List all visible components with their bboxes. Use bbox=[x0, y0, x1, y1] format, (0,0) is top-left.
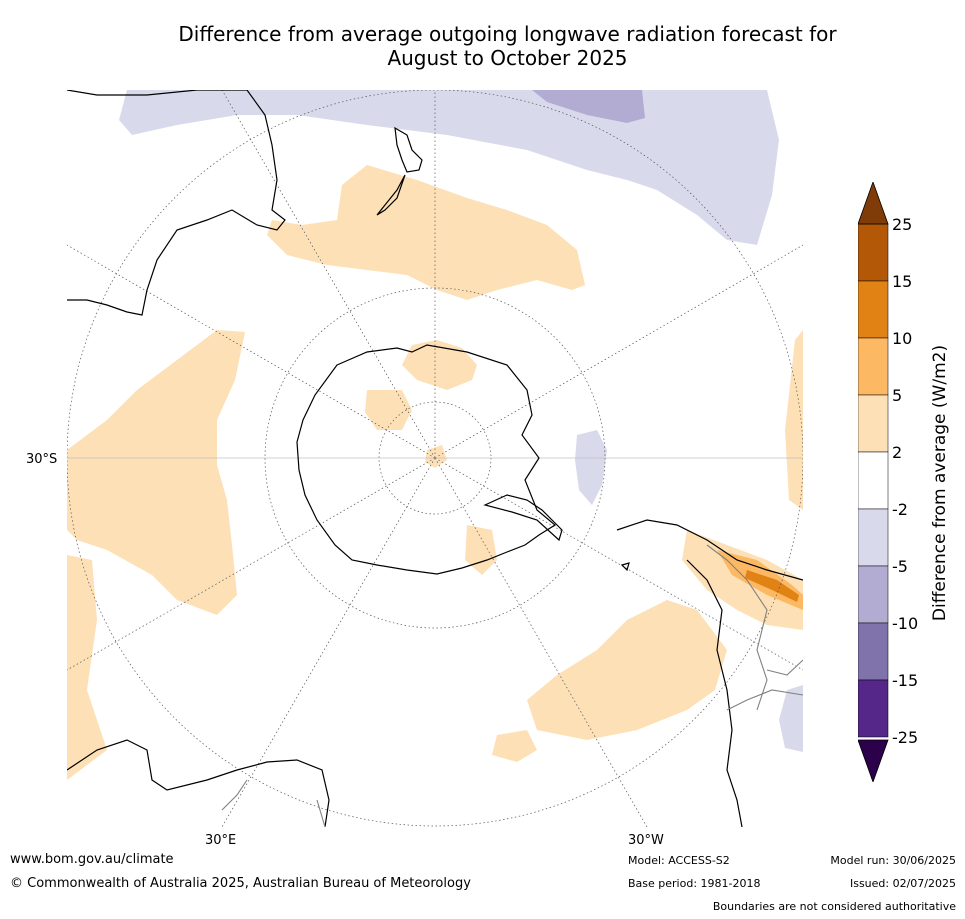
meridian-7 bbox=[221, 90, 436, 459]
colorbar-tick-labels: 25 15 10 5 2 -2 -5 -10 -15 -25 bbox=[892, 215, 918, 747]
boundaries bbox=[221, 544, 803, 827]
boundary-south-america-3 bbox=[726, 689, 803, 711]
graticule bbox=[67, 90, 803, 827]
meridian-3 bbox=[434, 457, 648, 827]
colorbar-bin bbox=[858, 451, 889, 510]
colorbar-bin bbox=[858, 223, 889, 282]
colorbar-over-triangle bbox=[858, 182, 889, 225]
footer-issued: Issued: 02/07/2025 bbox=[849, 877, 956, 890]
anomaly-south-atlantic-small bbox=[575, 430, 607, 505]
new-zealand-south bbox=[376, 174, 406, 216]
anomaly-indian-ocean bbox=[67, 330, 245, 615]
meridian-6 bbox=[67, 244, 436, 459]
positive-anomaly-areas bbox=[67, 165, 803, 780]
colorbar-tick-label: 2 bbox=[892, 443, 902, 462]
anomaly-antarctic-weddell bbox=[365, 390, 412, 430]
meridian-5 bbox=[67, 457, 436, 671]
footer-disclaimer: Boundaries are not considered authoritat… bbox=[712, 900, 956, 913]
lat-label-30s: 30°S bbox=[26, 452, 58, 467]
anomaly-indian-ocean-south bbox=[67, 555, 107, 780]
lon-label-30w: 30°W bbox=[628, 833, 664, 848]
anomaly-pacific-north bbox=[119, 90, 779, 245]
new-zealand-north bbox=[394, 126, 423, 173]
south-america-coast bbox=[616, 519, 803, 827]
colorbar: 25 15 10 5 2 -2 -5 -10 -15 -25 bbox=[858, 182, 918, 782]
negative-anomaly-areas bbox=[119, 90, 803, 752]
meridian-1 bbox=[434, 244, 803, 459]
colorbar-tick-label: -15 bbox=[892, 671, 918, 690]
meridian-4 bbox=[221, 457, 436, 827]
anomaly-pacific-core bbox=[532, 90, 645, 123]
anomaly-east-pacific bbox=[785, 330, 803, 510]
antarctica-coast bbox=[296, 344, 557, 575]
colorbar-tick-label: 25 bbox=[892, 215, 912, 234]
anomaly-south-atlantic-islands bbox=[492, 730, 537, 762]
footer-model-run: Model run: 30/06/2025 bbox=[830, 854, 956, 867]
anomaly-south-america-edge bbox=[779, 685, 803, 752]
colorbar-bin bbox=[858, 679, 889, 738]
meridian-2 bbox=[434, 457, 803, 671]
anomaly-tasman-sea bbox=[267, 165, 585, 300]
map-title-line2: August to October 2025 bbox=[387, 46, 628, 70]
colorbar-bin bbox=[858, 337, 889, 396]
boundary-south-america-1 bbox=[706, 544, 768, 711]
colorbar-tick-label: 15 bbox=[892, 272, 912, 291]
colorbar-bin bbox=[858, 508, 889, 567]
colorbar-tick-label: -2 bbox=[892, 500, 908, 519]
colorbar-tick-label: 10 bbox=[892, 329, 912, 348]
colorbar-under-triangle bbox=[858, 739, 889, 782]
colorbar-tick-label: -10 bbox=[892, 614, 918, 633]
africa-coast bbox=[67, 739, 330, 827]
anomaly-antarctic-ross bbox=[402, 340, 477, 390]
map-title-line1: Difference from average outgoing longwav… bbox=[178, 22, 837, 46]
colorbar-bin bbox=[858, 565, 889, 624]
anomaly-south-america-10-15 bbox=[745, 570, 799, 602]
polar-map bbox=[67, 90, 803, 827]
colorbar-bin bbox=[858, 622, 889, 681]
antarctic-peninsula bbox=[483, 494, 563, 542]
colorbar-title: Difference from average (W/m2) bbox=[930, 344, 950, 622]
footer-base-period: Base period: 1981-2018 bbox=[628, 877, 761, 890]
boundary-africa bbox=[221, 779, 326, 827]
footer-copyright: © Commonwealth of Australia 2025, Austra… bbox=[10, 876, 471, 891]
south-georgia bbox=[620, 562, 630, 572]
colorbar-bin bbox=[858, 280, 889, 339]
australia-coast bbox=[67, 90, 286, 316]
boundary-south-america-2 bbox=[766, 659, 803, 676]
anomaly-bellingshausen bbox=[465, 525, 497, 575]
colorbar-tick-label: -5 bbox=[892, 557, 908, 576]
coastlines bbox=[67, 90, 803, 827]
colorbar-tick-label: -25 bbox=[892, 728, 918, 747]
lon-label-30e: 30°E bbox=[205, 833, 237, 848]
footer-url[interactable]: www.bom.gov.au/climate bbox=[10, 852, 174, 867]
map-panel bbox=[67, 90, 803, 827]
footer-model: Model: ACCESS-S2 bbox=[628, 854, 730, 867]
colorbar-tick-label: 5 bbox=[892, 386, 902, 405]
map-title: Difference from average outgoing longwav… bbox=[90, 22, 925, 70]
colorbar-bin bbox=[858, 394, 889, 453]
colorbar-bins bbox=[858, 223, 889, 738]
